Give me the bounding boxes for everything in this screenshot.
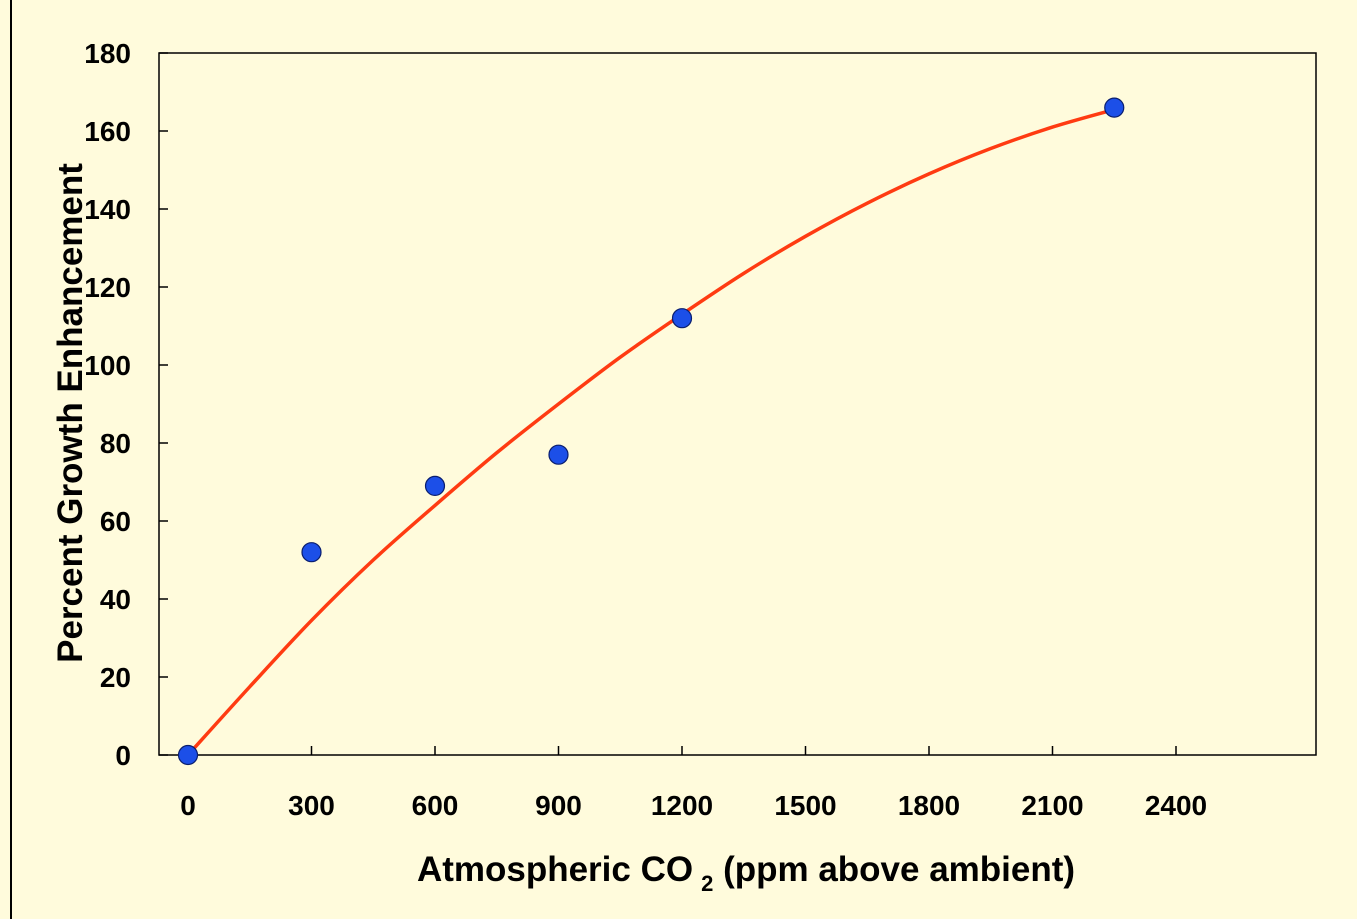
- data-point: [177, 744, 199, 766]
- x-tick-label: 1200: [651, 790, 713, 821]
- x-axis-title: Atmospheric CO 2 (ppm above ambient): [417, 850, 1075, 896]
- x-tick-label: 1800: [898, 790, 960, 821]
- x-tick-label: 2400: [1145, 790, 1207, 821]
- x-tick-label: 1500: [774, 790, 836, 821]
- x-tick-label: 300: [288, 790, 335, 821]
- y-tick-label: 180: [84, 38, 131, 69]
- x-tick-label: 0: [180, 790, 196, 821]
- data-point: [301, 542, 322, 563]
- chart-frame: 0 300 600 900 1200 1500 1800 2100 2400 0 20 40 60 80…: [10, 0, 1357, 919]
- y-tick-label: 160: [84, 116, 131, 147]
- y-tick-label: 20: [100, 662, 131, 693]
- data-point: [548, 444, 569, 465]
- y-tick-label: 120: [84, 272, 131, 303]
- y-axis-title: Percent Growth Enhancement: [51, 163, 90, 663]
- x-tick-label: 600: [412, 790, 459, 821]
- x-axis-ticks: [187, 746, 1177, 755]
- fit-curve-line: [186, 107, 1116, 757]
- y-tick-label: 80: [100, 428, 131, 459]
- x-tick-label: 2100: [1021, 790, 1083, 821]
- data-point: [1104, 97, 1125, 118]
- data-point: [424, 475, 446, 496]
- y-tick-label: 60: [100, 506, 131, 537]
- x-tick-label: 900: [535, 790, 582, 821]
- y-tick-label: 0: [115, 740, 131, 771]
- y-tick-label: 100: [84, 350, 131, 381]
- chart: 0 300 600 900 1200 1500 1800 2100 2400 0 20 40 60 80…: [51, 38, 1317, 896]
- plot-area: [158, 52, 1317, 756]
- data-point: [671, 308, 693, 329]
- y-axis-tick-labels: 0 20 40 60 80 100 120 140 160 180: [84, 38, 131, 771]
- y-axis-ticks: [159, 52, 168, 756]
- y-tick-label: 40: [100, 584, 131, 615]
- x-axis-tick-labels: 0 300 600 900 1200 1500 1800 2100 2400: [180, 790, 1207, 821]
- y-tick-label: 140: [84, 194, 131, 225]
- data-points: [177, 97, 1125, 766]
